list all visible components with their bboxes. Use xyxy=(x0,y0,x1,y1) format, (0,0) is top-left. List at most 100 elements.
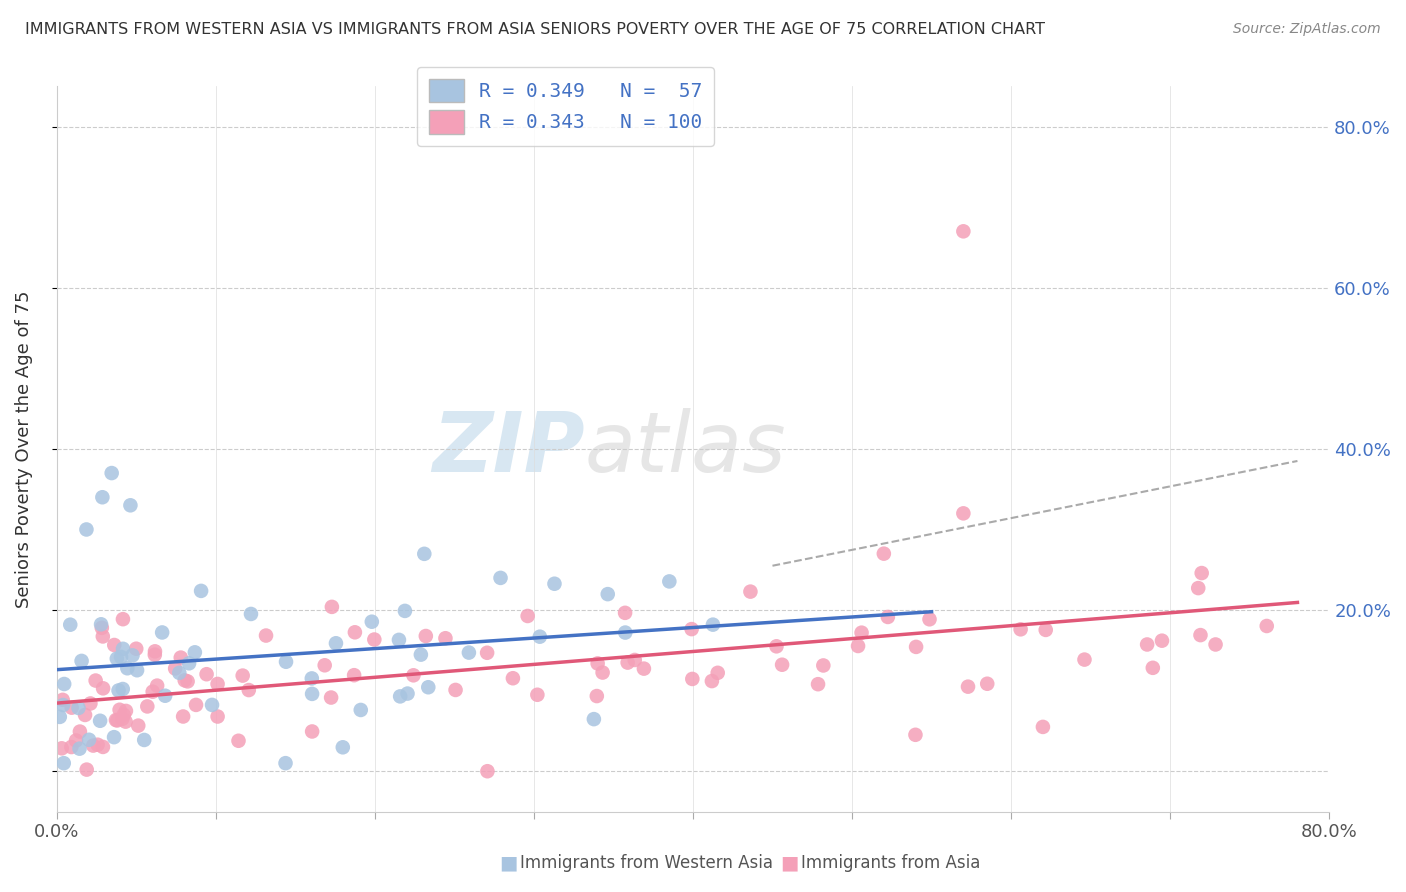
Text: IMMIGRANTS FROM WESTERN ASIA VS IMMIGRANTS FROM ASIA SENIORS POVERTY OVER THE AG: IMMIGRANTS FROM WESTERN ASIA VS IMMIGRAN… xyxy=(25,22,1045,37)
Point xyxy=(350,703,373,717)
Point xyxy=(228,733,250,747)
Point xyxy=(86,738,108,752)
Point xyxy=(232,668,254,682)
Point xyxy=(165,661,187,675)
Point xyxy=(418,680,440,694)
Point xyxy=(91,490,114,504)
Point xyxy=(254,629,277,643)
Point xyxy=(134,733,156,747)
Point xyxy=(1191,566,1213,580)
Point xyxy=(681,672,703,686)
Point xyxy=(413,547,436,561)
Point xyxy=(114,714,136,729)
Point xyxy=(489,571,512,585)
Point xyxy=(240,607,263,621)
Point xyxy=(104,713,127,727)
Point xyxy=(69,724,91,739)
Point xyxy=(360,615,382,629)
Point xyxy=(107,683,129,698)
Point xyxy=(475,646,498,660)
Point xyxy=(543,576,565,591)
Point xyxy=(332,740,354,755)
Point xyxy=(60,739,83,754)
Point xyxy=(301,687,323,701)
Point xyxy=(105,714,128,728)
Point xyxy=(111,681,134,696)
Point xyxy=(415,629,437,643)
Y-axis label: Seniors Poverty Over the Age of 75: Seniors Poverty Over the Age of 75 xyxy=(15,290,32,607)
Point xyxy=(402,668,425,682)
Point xyxy=(121,648,143,663)
Point xyxy=(201,698,224,712)
Point xyxy=(952,507,974,521)
Text: Immigrants from Asia: Immigrants from Asia xyxy=(801,855,981,872)
Point xyxy=(681,622,703,636)
Point xyxy=(1136,638,1159,652)
Point xyxy=(195,667,218,681)
Point xyxy=(73,708,96,723)
Point xyxy=(142,684,165,698)
Point xyxy=(67,701,90,715)
Text: Immigrants from Western Asia: Immigrants from Western Asia xyxy=(520,855,773,872)
Point xyxy=(502,671,524,685)
Point xyxy=(89,714,111,728)
Point xyxy=(616,656,638,670)
Point xyxy=(52,693,75,707)
Point xyxy=(169,665,191,680)
Point xyxy=(207,709,229,723)
Legend: R = 0.349   N =  57, R = 0.343   N = 100: R = 0.349 N = 57, R = 0.343 N = 100 xyxy=(418,67,714,145)
Point xyxy=(396,687,419,701)
Point xyxy=(90,621,112,635)
Point xyxy=(105,651,128,665)
Point xyxy=(952,224,974,238)
Point xyxy=(314,658,336,673)
Point xyxy=(614,606,637,620)
Point xyxy=(91,681,114,696)
Point xyxy=(49,710,72,724)
Point xyxy=(904,728,927,742)
Point xyxy=(184,645,207,659)
Point xyxy=(706,665,728,680)
Point xyxy=(51,741,73,756)
Point xyxy=(876,610,898,624)
Text: Source: ZipAtlas.com: Source: ZipAtlas.com xyxy=(1233,22,1381,37)
Point xyxy=(65,733,87,747)
Point xyxy=(274,756,297,771)
Point xyxy=(59,617,82,632)
Point xyxy=(120,498,142,512)
Point xyxy=(69,741,91,756)
Point xyxy=(143,644,166,658)
Point xyxy=(184,698,207,712)
Point xyxy=(623,653,645,667)
Point xyxy=(274,655,297,669)
Point xyxy=(75,523,97,537)
Point xyxy=(389,690,412,704)
Point xyxy=(807,677,830,691)
Point xyxy=(1150,633,1173,648)
Point xyxy=(117,661,139,675)
Point xyxy=(91,630,114,644)
Point xyxy=(146,679,169,693)
Text: atlas: atlas xyxy=(585,409,786,490)
Point xyxy=(125,641,148,656)
Point xyxy=(110,649,132,664)
Text: ■: ■ xyxy=(780,854,799,872)
Point xyxy=(136,699,159,714)
Point xyxy=(190,583,212,598)
Point xyxy=(125,663,148,677)
Point xyxy=(434,632,457,646)
Point xyxy=(103,730,125,744)
Point xyxy=(1010,623,1032,637)
Point xyxy=(91,739,114,754)
Point xyxy=(633,662,655,676)
Point xyxy=(1035,623,1057,637)
Point xyxy=(176,674,198,689)
Point xyxy=(585,689,607,703)
Point xyxy=(108,703,131,717)
Text: ■: ■ xyxy=(499,854,517,872)
Point xyxy=(111,712,134,726)
Point xyxy=(77,732,100,747)
Point xyxy=(60,700,83,714)
Point xyxy=(702,617,724,632)
Text: ZIP: ZIP xyxy=(432,409,585,490)
